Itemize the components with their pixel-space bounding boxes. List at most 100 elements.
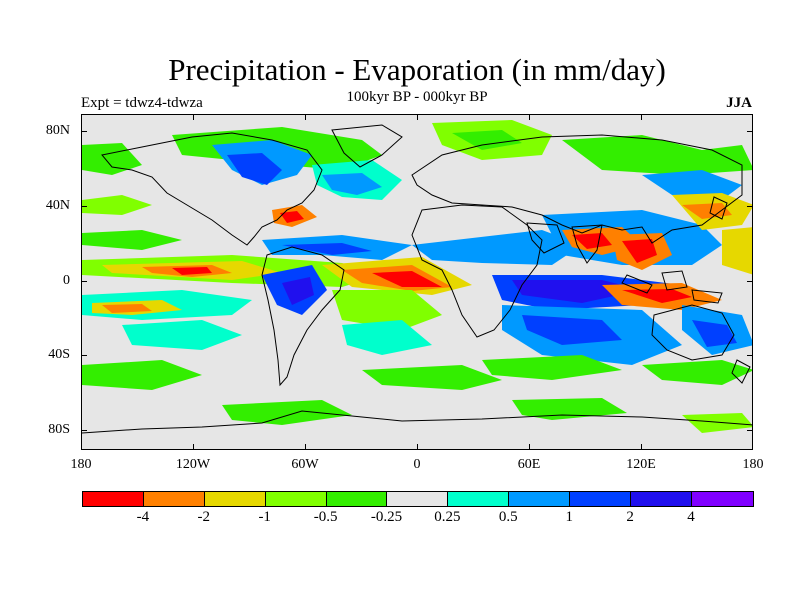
lon-tick xyxy=(641,114,642,120)
lon-tick xyxy=(417,444,418,450)
field-blob xyxy=(512,398,627,420)
coastline-eurasia xyxy=(411,134,743,244)
field-blob xyxy=(222,400,352,425)
lon-tick xyxy=(305,114,306,120)
lon-tick xyxy=(193,114,194,120)
colorbar-label: -2 xyxy=(197,509,211,525)
coastline-greenland xyxy=(331,124,403,168)
field-blob xyxy=(412,230,582,265)
coastline-north-america xyxy=(101,132,323,246)
lat-tick xyxy=(747,131,753,132)
lon-label-180w: 180 xyxy=(70,457,92,472)
plot-subtitle: 100kyr BP - 000kyr BP xyxy=(346,89,488,105)
field-blob xyxy=(622,289,692,303)
lon-tick xyxy=(305,444,306,450)
plot-title: Precipitation - Evaporation (in mm/day) xyxy=(168,52,666,87)
field-blob xyxy=(82,230,182,250)
coastline-india xyxy=(571,224,603,264)
lat-tick xyxy=(747,206,753,207)
colorbar-box xyxy=(326,492,388,506)
field-blob xyxy=(82,143,142,175)
field-blob xyxy=(572,233,612,249)
colorbar-box xyxy=(691,492,753,506)
lat-tick xyxy=(81,281,87,282)
lon-label-0: 0 xyxy=(413,457,421,472)
colorbar-label: -1 xyxy=(258,509,271,525)
field-blob xyxy=(682,413,752,433)
lat-tick xyxy=(81,206,87,207)
field-blob xyxy=(322,173,382,195)
colorbar-box xyxy=(570,492,632,506)
colorbar-label: -0.5 xyxy=(313,509,338,525)
map-canvas xyxy=(82,120,752,434)
season-label: JJA xyxy=(726,95,752,111)
colorbar-box xyxy=(204,492,266,506)
lat-label-80s: 80S xyxy=(48,422,70,437)
field-blob xyxy=(372,271,442,287)
lon-tick xyxy=(529,444,530,450)
lat-label-80n: 80N xyxy=(45,123,70,138)
coastline-australia xyxy=(651,304,735,361)
lat-tick xyxy=(747,355,753,356)
coastline-new-zealand xyxy=(731,359,751,384)
field-contours xyxy=(82,120,752,433)
lon-tick xyxy=(641,444,642,450)
lat-tick xyxy=(81,355,87,356)
colorbar-label: 4 xyxy=(687,509,695,525)
field-blob xyxy=(562,135,752,175)
coastline-antarctica xyxy=(82,410,752,434)
field-blob xyxy=(522,315,622,345)
lon-label-180e: 180 xyxy=(742,457,764,472)
colorbar-box xyxy=(265,492,327,506)
lat-label-0: 0 xyxy=(63,273,70,288)
colorbar-box xyxy=(143,492,205,506)
field-blob xyxy=(692,320,737,347)
coastline-japan xyxy=(709,196,728,220)
colorbar-label: -4 xyxy=(136,509,150,525)
field-blob xyxy=(102,304,152,313)
colorbar-label: 0.25 xyxy=(434,509,461,525)
experiment-label: Expt = tdwz4-tdwza xyxy=(81,95,203,111)
field-blob xyxy=(172,267,212,275)
lat-tick xyxy=(81,131,87,132)
field-blob xyxy=(332,290,442,330)
field-blob xyxy=(622,239,657,263)
lon-label-120e: 120E xyxy=(626,457,656,472)
colorbar-label: 0.5 xyxy=(498,509,518,525)
field-blob xyxy=(452,130,522,150)
lat-tick xyxy=(81,430,87,431)
colorbar xyxy=(82,491,754,507)
coastline-new-guinea xyxy=(691,289,723,304)
coastline-sumatra xyxy=(621,274,653,294)
colorbar-box xyxy=(448,492,510,506)
map-panel xyxy=(81,114,753,450)
lat-tick xyxy=(747,430,753,431)
lon-tick xyxy=(417,114,418,120)
lat-label-40n: 40N xyxy=(45,198,70,213)
field-blob xyxy=(682,203,732,219)
lat-tick xyxy=(747,281,753,282)
coastlines xyxy=(82,124,752,434)
field-blob xyxy=(282,277,314,305)
field-blob xyxy=(82,360,202,390)
lon-label-60e: 60E xyxy=(517,457,541,472)
lon-tick xyxy=(193,444,194,450)
coastline-africa xyxy=(411,204,543,338)
coastline-arabia xyxy=(526,222,565,254)
field-blob xyxy=(280,211,304,223)
lon-tick xyxy=(529,114,530,120)
colorbar-box xyxy=(387,492,449,506)
lat-label-40s: 40S xyxy=(48,347,70,362)
field-blob xyxy=(82,195,152,215)
coastline-south-america xyxy=(261,246,345,387)
field-blob xyxy=(642,170,742,200)
field-blob xyxy=(642,360,752,385)
field-blob xyxy=(482,355,622,380)
field-blob xyxy=(227,153,282,185)
field-blob xyxy=(722,227,752,275)
field-blob xyxy=(282,243,372,255)
field-blob xyxy=(122,320,242,350)
lon-label-60w: 60W xyxy=(291,457,319,472)
lon-label-120w: 120W xyxy=(175,457,211,472)
colorbar-label: 1 xyxy=(565,509,573,525)
